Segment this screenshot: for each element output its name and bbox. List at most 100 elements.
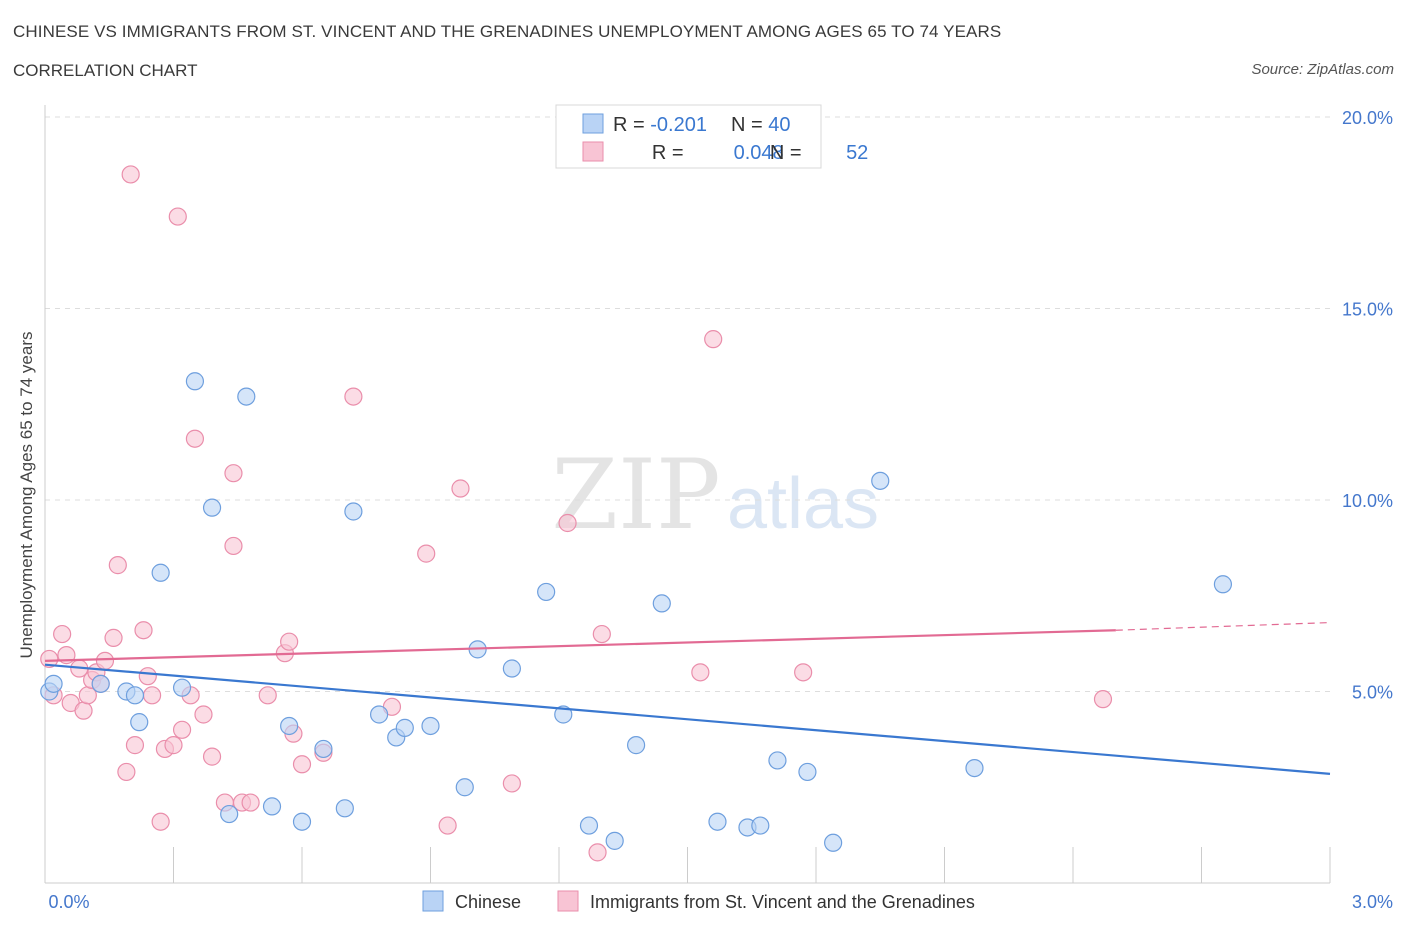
point-svg — [502, 774, 521, 793]
trend-line-chinese — [44, 663, 1331, 775]
svg-text:N = 52: N = 52 — [731, 142, 896, 164]
legend-swatch-chinese — [422, 890, 444, 912]
point-chinese — [579, 816, 599, 835]
point-svg — [142, 686, 162, 705]
watermark: ZIP atlas — [551, 439, 879, 551]
point-svg — [164, 736, 183, 755]
point-chinese — [455, 778, 474, 797]
point-chinese — [652, 594, 671, 613]
point-chinese — [798, 762, 817, 782]
point-chinese — [751, 816, 770, 835]
grid — [45, 116, 1330, 692]
y-tick-label: 20.0% — [1342, 108, 1393, 128]
x-tick-label: 3.0% — [1352, 892, 1393, 912]
legend-n-label: N = — [731, 114, 768, 136]
point-chinese — [262, 797, 282, 816]
point-chinese — [421, 716, 440, 736]
point-svg — [704, 330, 723, 349]
point-svg — [95, 651, 115, 670]
point-chinese — [130, 713, 149, 732]
point-svg — [241, 793, 260, 812]
point-chinese — [768, 751, 787, 770]
point-svg — [138, 667, 157, 686]
point-chinese — [172, 678, 192, 697]
legend-swatch-chinese — [582, 113, 604, 134]
point-chinese — [502, 659, 521, 678]
svg-text:R = -0.201: R = -0.201 — [613, 114, 707, 136]
point-chinese — [335, 799, 354, 818]
point-svg — [121, 165, 140, 184]
point-chinese — [395, 718, 414, 737]
point-svg — [258, 686, 277, 705]
point-svg — [292, 755, 312, 774]
point-svg — [194, 705, 213, 724]
point-chinese — [824, 833, 843, 852]
legend-r-label: R = — [652, 142, 689, 164]
point-chinese — [605, 831, 624, 850]
point-svg — [108, 556, 127, 575]
chart-title: CHINESE VS IMMIGRANTS FROM ST. VINCENT A… — [13, 22, 1002, 41]
point-svg — [151, 812, 170, 831]
point-chinese — [151, 563, 170, 582]
point-svg — [417, 544, 436, 563]
trend-lines — [44, 621, 1331, 775]
point-svg — [40, 649, 59, 669]
y-tick-label: 5.0% — [1352, 683, 1393, 703]
x-tick-label: 0.0% — [48, 892, 89, 912]
point-svg — [185, 429, 205, 448]
point-chinese — [370, 705, 389, 724]
point-chinese — [344, 502, 363, 521]
point-svg — [74, 701, 93, 720]
point-svg — [588, 843, 607, 862]
point-svg — [592, 624, 611, 644]
watermark-atlas: atlas — [727, 464, 879, 544]
point-chinese — [554, 705, 573, 724]
point-chinese — [292, 812, 312, 831]
point-chinese — [125, 686, 145, 705]
point-svg — [691, 663, 710, 682]
legend-n-value: 40 — [768, 114, 790, 136]
point-chinese — [1213, 575, 1233, 594]
source-label: Source: ZipAtlas.com — [1251, 61, 1394, 78]
point-svg — [438, 816, 457, 835]
point-chinese — [237, 387, 256, 406]
point-chinese — [280, 716, 299, 736]
point-svg — [117, 762, 136, 782]
watermark-zip: ZIP — [551, 439, 720, 551]
point-svg — [344, 387, 363, 406]
point-chinese — [626, 736, 646, 755]
point-svg — [224, 464, 243, 483]
point-chinese — [91, 674, 110, 693]
point-chinese — [871, 471, 890, 490]
point-chinese — [708, 812, 727, 831]
legend-r-label: R = — [613, 114, 650, 136]
y-tick-label: 15.0% — [1342, 300, 1393, 320]
legend-n-value: 52 — [846, 142, 868, 164]
legend-label-chinese: Chinese — [455, 892, 521, 912]
y-tick-label: 10.0% — [1342, 491, 1393, 511]
legend-r-value: -0.201 — [650, 114, 707, 136]
legend-swatch-svg — [557, 890, 579, 912]
point-svg — [168, 207, 187, 226]
point-svg — [53, 624, 72, 644]
point-chinese — [537, 582, 556, 602]
point-svg — [224, 536, 243, 556]
point-svg — [451, 479, 470, 498]
point-chinese — [220, 804, 239, 824]
legend-top: R = -0.201 N = 40 R = 0.048 N = 52 — [555, 104, 896, 169]
axes — [44, 105, 1331, 884]
point-chinese — [965, 758, 984, 778]
point-svg — [558, 513, 577, 533]
point-svg — [202, 747, 222, 766]
point-chinese — [202, 498, 222, 517]
legend-n-label: N = — [770, 142, 807, 164]
legend-swatch-svg — [582, 141, 604, 162]
point-svg — [104, 628, 123, 647]
svg-text:N = 40: N = 40 — [731, 114, 791, 136]
legend-r-value: 0.048 — [728, 142, 784, 164]
point-chinese — [44, 674, 63, 693]
trend-line-svg — [44, 629, 1116, 662]
point-svg — [794, 663, 813, 682]
point-svg — [172, 720, 192, 739]
